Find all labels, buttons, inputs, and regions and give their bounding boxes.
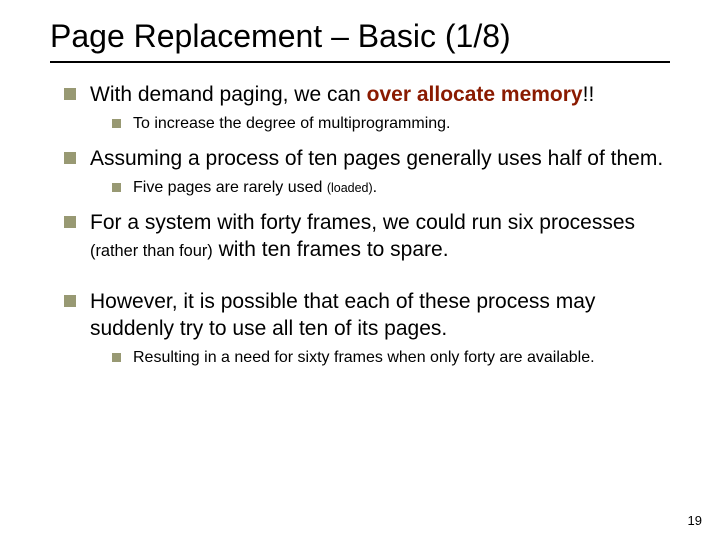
list-item: Five pages are rarely used (loaded). [50,178,670,199]
list-item: Resulting in a need for sixty frames whe… [50,348,670,369]
bullet-text: Assuming a process of ten pages generall… [90,145,663,172]
text-fragment: With demand paging, we can [90,83,367,106]
bullet-text: To increase the degree of multiprogrammi… [133,114,451,135]
list-item: For a system with forty frames, we could… [50,209,670,264]
bullet-text: Resulting in a need for sixty frames whe… [133,348,595,369]
bullet-square-icon [64,88,76,100]
bullet-square-icon [112,183,121,192]
list-item: Assuming a process of ten pages generall… [50,145,670,172]
list-item: With demand paging, we can over allocate… [50,81,670,108]
bullet-text: However, it is possible that each of the… [90,288,670,343]
small-text: (loaded) [327,181,373,195]
bullet-text: Five pages are rarely used (loaded). [133,178,377,199]
text-fragment: For a system with forty frames, we could… [90,211,635,234]
list-item: To increase the degree of multiprogrammi… [50,114,670,135]
page-number: 19 [688,513,702,528]
slide-container: Page Replacement – Basic (1/8) With dema… [0,0,720,540]
bullet-square-icon [112,119,121,128]
bullet-text: For a system with forty frames, we could… [90,209,670,264]
bullet-square-icon [64,216,76,228]
slide-title: Page Replacement – Basic (1/8) [50,18,670,63]
small-text: (rather than four) [90,242,213,260]
emphasized-text: over allocate memory [367,83,583,106]
text-fragment: . [373,179,377,196]
bullet-text: With demand paging, we can over allocate… [90,81,594,108]
bullet-square-icon [64,152,76,164]
text-fragment: with ten frames to spare. [213,238,449,261]
bullet-square-icon [112,353,121,362]
list-item: However, it is possible that each of the… [50,288,670,343]
text-fragment: Five pages are rarely used [133,179,327,196]
text-fragment: !! [583,83,595,106]
bullet-square-icon [64,295,76,307]
